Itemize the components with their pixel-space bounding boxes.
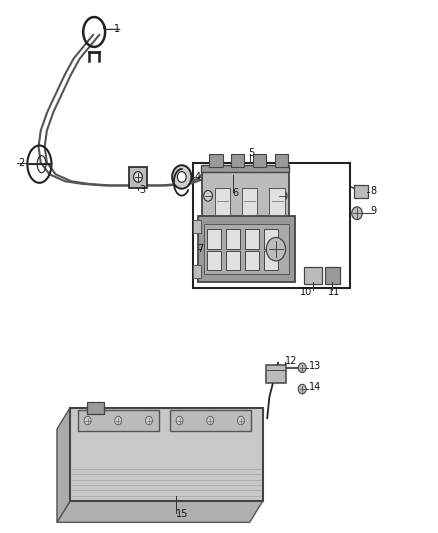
Text: 10: 10 (300, 287, 312, 297)
FancyBboxPatch shape (245, 251, 259, 270)
Circle shape (237, 416, 244, 425)
Bar (215, 188, 230, 214)
FancyBboxPatch shape (264, 251, 278, 270)
FancyBboxPatch shape (207, 251, 221, 270)
Text: 2: 2 (18, 158, 25, 168)
Bar (269, 188, 285, 214)
Text: 12: 12 (285, 357, 297, 366)
Circle shape (278, 190, 287, 201)
Text: 5: 5 (248, 148, 254, 158)
FancyBboxPatch shape (226, 251, 240, 270)
Text: 14: 14 (309, 382, 321, 392)
Circle shape (172, 165, 191, 189)
Circle shape (177, 172, 186, 182)
FancyBboxPatch shape (226, 229, 240, 249)
Circle shape (115, 416, 122, 425)
Circle shape (204, 190, 212, 201)
Text: 13: 13 (309, 361, 321, 370)
FancyBboxPatch shape (325, 266, 340, 284)
Bar (193, 163, 350, 288)
Text: 7: 7 (197, 244, 203, 254)
Text: 6: 6 (233, 188, 239, 198)
Bar (204, 224, 289, 274)
FancyBboxPatch shape (202, 169, 289, 222)
FancyBboxPatch shape (264, 229, 278, 249)
Text: 15: 15 (176, 510, 188, 519)
FancyBboxPatch shape (87, 402, 104, 414)
FancyBboxPatch shape (78, 410, 159, 431)
Circle shape (145, 416, 152, 425)
Text: 3: 3 (139, 185, 145, 195)
Circle shape (134, 172, 142, 182)
FancyBboxPatch shape (209, 154, 223, 166)
Text: 9: 9 (370, 206, 376, 216)
FancyBboxPatch shape (245, 229, 259, 249)
Polygon shape (57, 408, 70, 522)
Circle shape (176, 416, 183, 425)
FancyBboxPatch shape (193, 265, 201, 278)
Circle shape (84, 416, 91, 425)
Bar (201, 165, 289, 172)
Circle shape (352, 207, 362, 220)
FancyBboxPatch shape (266, 365, 286, 383)
Text: 1: 1 (114, 25, 120, 34)
FancyBboxPatch shape (275, 154, 288, 166)
Polygon shape (57, 501, 263, 522)
Circle shape (266, 237, 286, 261)
FancyBboxPatch shape (129, 167, 147, 188)
FancyBboxPatch shape (207, 229, 221, 249)
Text: 8: 8 (370, 186, 376, 196)
FancyBboxPatch shape (198, 216, 295, 282)
Circle shape (298, 363, 306, 373)
FancyBboxPatch shape (193, 220, 201, 233)
FancyBboxPatch shape (170, 410, 251, 431)
Text: 11: 11 (328, 287, 340, 297)
Bar (70, 408, 263, 501)
FancyBboxPatch shape (231, 154, 244, 166)
Circle shape (298, 384, 306, 394)
FancyBboxPatch shape (354, 185, 368, 198)
FancyBboxPatch shape (304, 266, 322, 284)
Circle shape (207, 416, 214, 425)
FancyBboxPatch shape (253, 154, 266, 166)
Bar (242, 188, 258, 214)
Text: 4: 4 (195, 172, 201, 182)
